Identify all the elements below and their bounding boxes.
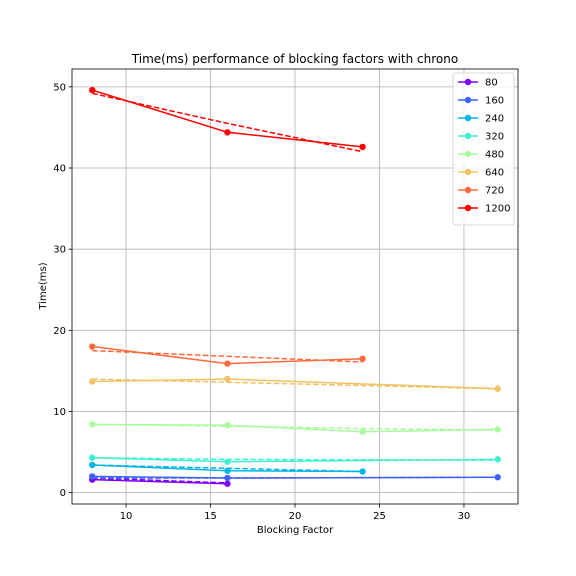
y-tick-label: 0 bbox=[60, 488, 66, 499]
series-160-point bbox=[89, 473, 96, 480]
legend-item-160: 160 bbox=[458, 96, 504, 107]
series-1200-point bbox=[89, 86, 96, 94]
y-tick-label: 10 bbox=[53, 407, 66, 418]
legend-label: 480 bbox=[485, 150, 504, 161]
y-tick-label: 30 bbox=[53, 245, 66, 256]
y-tick-label: 40 bbox=[53, 164, 66, 175]
x-tick-label: 25 bbox=[373, 511, 386, 522]
legend-item-320: 320 bbox=[458, 132, 504, 143]
series-240-point bbox=[89, 461, 96, 469]
legend-item-720: 720 bbox=[458, 186, 504, 197]
series-720 bbox=[89, 343, 366, 367]
legend-box bbox=[452, 72, 515, 226]
series-640-fit-line bbox=[92, 378, 498, 390]
x-tick-label: 10 bbox=[120, 511, 133, 522]
x-tick-label: 15 bbox=[204, 511, 217, 522]
series-640 bbox=[89, 375, 501, 392]
series-640-point bbox=[494, 385, 501, 392]
series-480-point bbox=[224, 422, 231, 429]
legend-swatch-marker bbox=[464, 168, 472, 176]
legend-item-80: 80 bbox=[458, 78, 498, 89]
legend-swatch-marker bbox=[464, 132, 472, 140]
series-80-fit-line bbox=[92, 477, 228, 484]
legend-swatch-marker bbox=[464, 78, 472, 86]
series-720-point bbox=[224, 360, 231, 367]
legend-label: 640 bbox=[485, 168, 504, 179]
x-tick-label: 30 bbox=[458, 511, 471, 522]
series-480-line bbox=[92, 423, 498, 433]
series-1200 bbox=[89, 86, 366, 153]
series-80-line bbox=[92, 478, 228, 485]
legend-item-480: 480 bbox=[458, 150, 504, 161]
legend-item-1200: 1200 bbox=[458, 204, 510, 215]
legend-swatch-marker bbox=[464, 96, 472, 104]
series-480 bbox=[89, 421, 501, 435]
series-720-point bbox=[89, 343, 96, 350]
series-320 bbox=[89, 454, 501, 465]
series-240-point bbox=[224, 467, 231, 474]
chart-title: Time(ms) performance of blocking factors… bbox=[131, 52, 458, 66]
legend-item-240: 240 bbox=[458, 114, 504, 125]
y-tick-label: 20 bbox=[53, 326, 66, 337]
legend-swatch-marker bbox=[464, 150, 472, 158]
series-160-point bbox=[224, 474, 231, 482]
series-320-point bbox=[224, 458, 231, 465]
grid bbox=[72, 69, 518, 504]
legend-label: 160 bbox=[485, 96, 504, 107]
series-1200-point bbox=[359, 143, 366, 151]
series-layer bbox=[89, 86, 501, 487]
legend-label: 240 bbox=[485, 114, 504, 125]
x-tick-label: 20 bbox=[289, 511, 302, 522]
legend-swatch-marker bbox=[464, 186, 472, 194]
series-480-point bbox=[89, 421, 96, 428]
series-160 bbox=[89, 473, 501, 482]
ticks: 10 15 20 25 30 0 10 20 30 40 50 bbox=[53, 82, 470, 522]
series-1200-point bbox=[224, 129, 231, 136]
legend: 80 160 240 320 480 640 720 1200 bbox=[452, 72, 515, 226]
legend-label: 720 bbox=[485, 186, 504, 197]
series-160-point bbox=[494, 474, 501, 481]
series-640-point bbox=[224, 375, 231, 383]
series-320-point bbox=[89, 454, 96, 461]
series-240 bbox=[89, 461, 366, 475]
legend-label: 80 bbox=[485, 78, 498, 89]
legend-swatch-marker bbox=[464, 114, 472, 122]
series-1200-line bbox=[92, 89, 363, 148]
y-axis-label: Time(ms) bbox=[38, 262, 49, 310]
series-320-point bbox=[494, 456, 501, 463]
series-640-point bbox=[89, 378, 96, 385]
series-480-point bbox=[359, 428, 366, 435]
series-720-point bbox=[359, 355, 366, 362]
legend-swatch-marker bbox=[464, 204, 472, 212]
y-tick-label: 50 bbox=[53, 82, 66, 93]
series-480-point bbox=[494, 426, 501, 433]
legend-label: 1200 bbox=[485, 204, 510, 215]
x-axis-label: Blocking Factor bbox=[257, 525, 334, 536]
series-240-point bbox=[359, 468, 366, 475]
legend-label: 320 bbox=[485, 132, 504, 143]
series-80-point bbox=[224, 480, 231, 487]
legend-item-640: 640 bbox=[458, 168, 504, 179]
